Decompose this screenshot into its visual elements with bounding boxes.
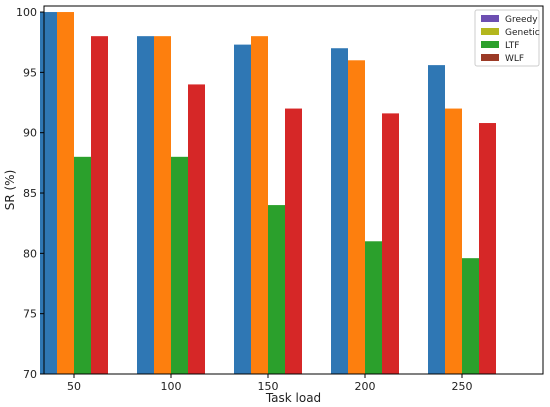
legend-swatch-ltf xyxy=(481,41,499,48)
bar-greedy-150 xyxy=(234,44,251,375)
legend-label-ltf: LTF xyxy=(505,41,519,51)
bars-group xyxy=(40,12,496,375)
legend-swatch-wlf xyxy=(481,54,499,61)
legend-label-wlf: WLF xyxy=(505,54,524,64)
bar-genetic-50 xyxy=(57,12,74,375)
y-tick-label: 100 xyxy=(16,6,37,19)
bar-ltf-100 xyxy=(171,156,188,374)
y-tick-label: 90 xyxy=(23,127,37,140)
legend-swatch-genetic xyxy=(481,28,499,35)
y-tick-label: 70 xyxy=(23,368,37,381)
legend-label-genetic: Genetic xyxy=(505,28,540,38)
legend: Greedy Genetic LTF WLF xyxy=(474,9,540,67)
bar-wlf-100 xyxy=(188,84,205,374)
x-axis-label: Task load xyxy=(265,391,321,405)
x-tick-label: 100 xyxy=(161,380,182,393)
bar-genetic-250 xyxy=(445,108,462,375)
legend-label-greedy: Greedy xyxy=(505,15,538,25)
bar-ltf-150 xyxy=(268,205,285,374)
bar-genetic-150 xyxy=(251,36,268,374)
y-ticks-group: 70 75 80 85 90 95 100 xyxy=(16,6,44,381)
bar-greedy-100 xyxy=(137,36,154,374)
y-tick-label: 85 xyxy=(23,187,37,200)
bar-wlf-200 xyxy=(382,113,399,374)
plot-frame xyxy=(43,5,544,375)
bar-genetic-100 xyxy=(154,36,171,374)
x-tick-label: 150 xyxy=(258,380,279,393)
legend-items: Greedy Genetic LTF WLF xyxy=(481,15,540,64)
y-tick-label: 75 xyxy=(23,308,37,321)
y-axis-label: SR (%) xyxy=(3,170,17,211)
bar-ltf-250 xyxy=(462,258,479,374)
x-tick-label: 250 xyxy=(452,380,473,393)
y-tick-label: 80 xyxy=(23,247,37,260)
bar-greedy-250 xyxy=(428,65,445,375)
bar-ltf-200 xyxy=(365,241,382,374)
bar-wlf-150 xyxy=(285,108,302,375)
bar-wlf-50 xyxy=(91,36,108,374)
bar-ltf-50 xyxy=(74,156,91,374)
bar-greedy-200 xyxy=(331,48,348,375)
x-tick-label: 200 xyxy=(355,380,376,393)
legend-box xyxy=(474,9,540,67)
y-tick-label: 95 xyxy=(23,66,37,79)
x-tick-label: 50 xyxy=(67,380,81,393)
x-ticks-group: 50 100 150 200 250 xyxy=(67,374,473,393)
bar-genetic-200 xyxy=(348,60,365,375)
legend-swatch-greedy xyxy=(481,15,499,22)
bar-wlf-250 xyxy=(479,123,496,374)
